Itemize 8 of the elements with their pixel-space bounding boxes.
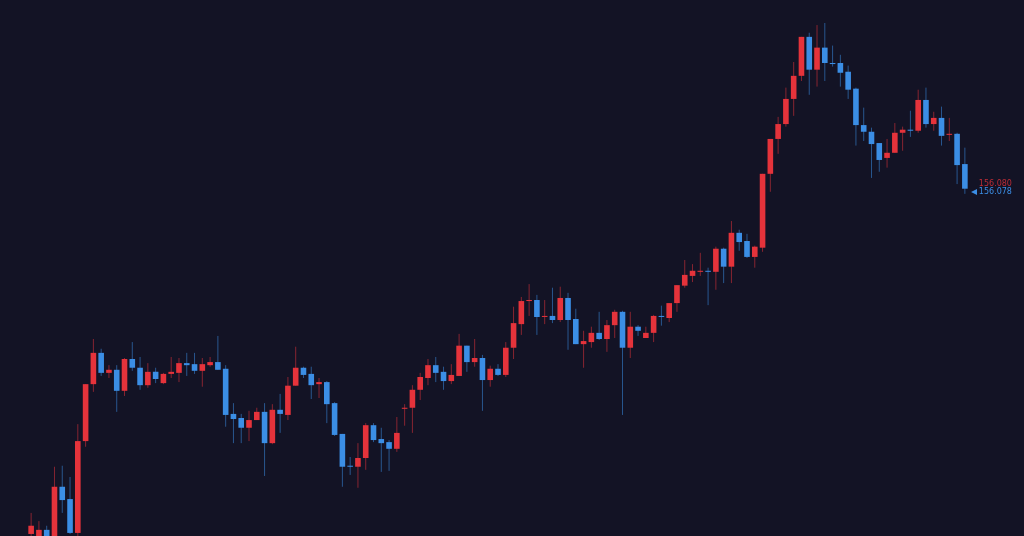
- candlestick: [347, 456, 353, 476]
- text: 156.080: [978, 178, 1012, 188]
- text: 156.078: [978, 186, 1012, 196]
- candlestick: [106, 364, 112, 379]
- candlestick: [36, 520, 42, 536]
- candlestick: [207, 356, 213, 368]
- candlestick: [495, 363, 501, 377]
- candlestick: [635, 324, 641, 337]
